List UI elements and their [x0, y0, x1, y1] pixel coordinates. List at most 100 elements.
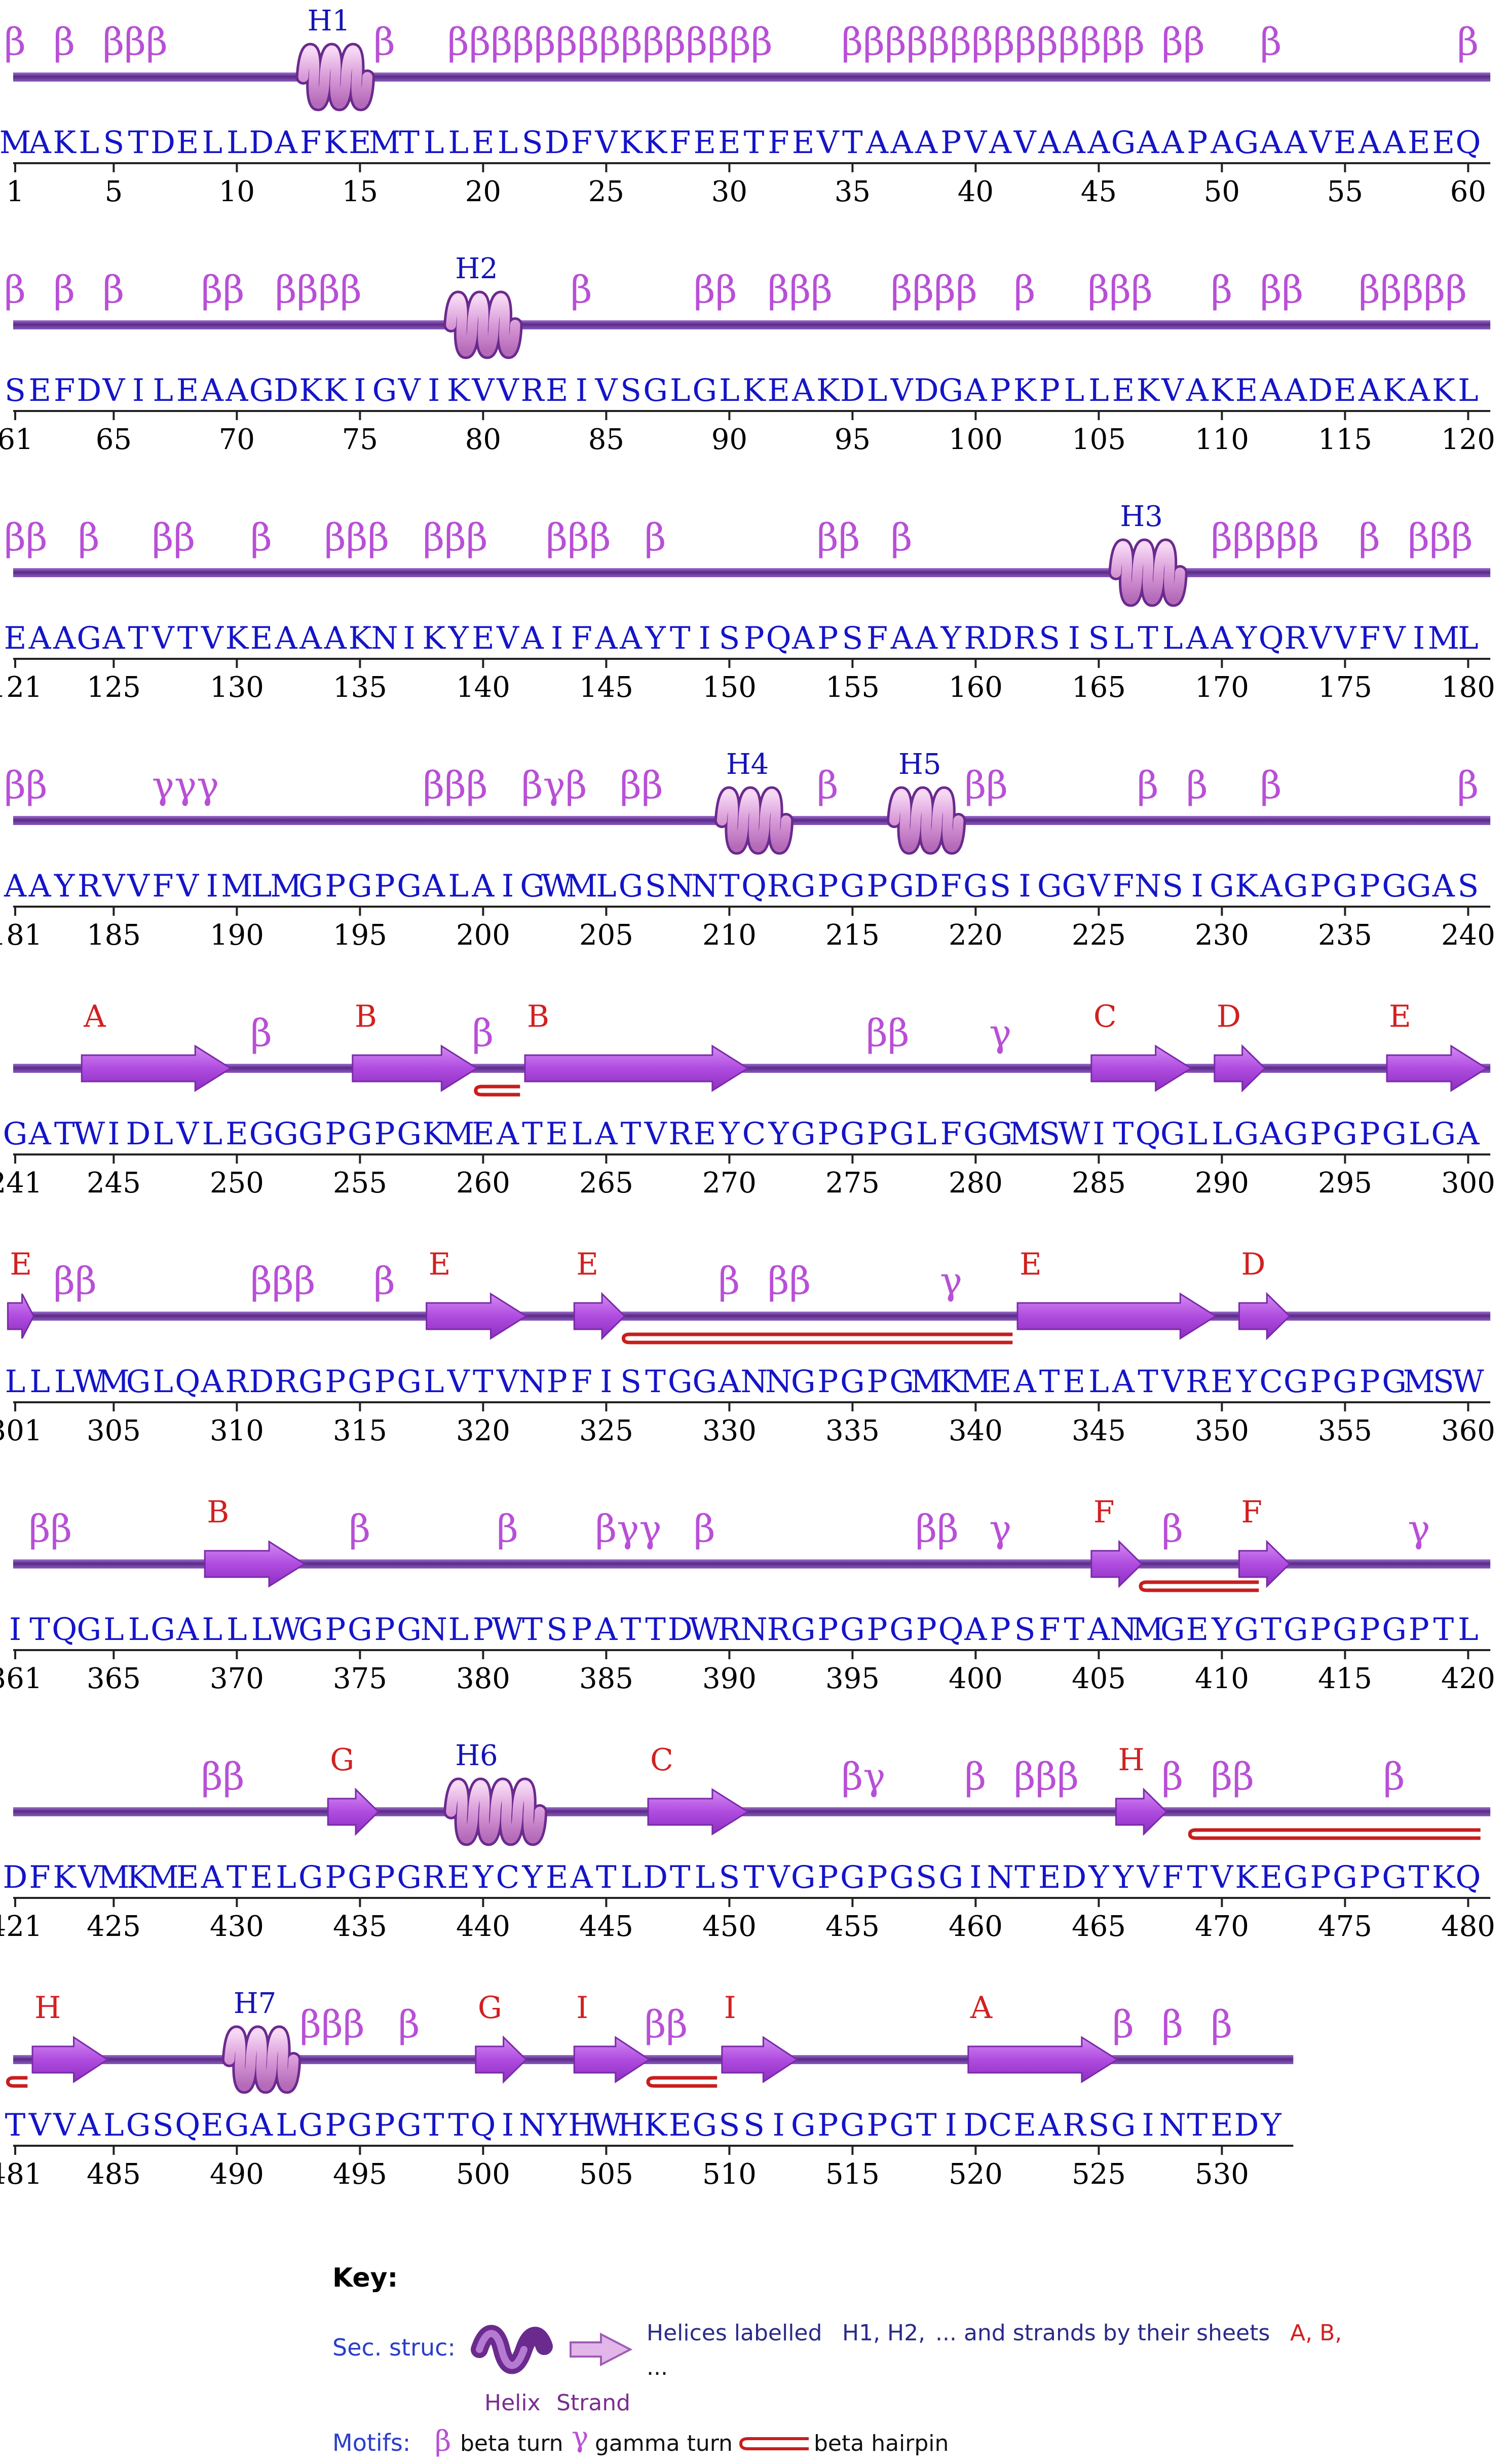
beta-turn-symbols: ββ	[915, 1507, 959, 1551]
sequence-residue: T	[1064, 1612, 1084, 1648]
sequence-residue: S	[719, 1859, 740, 1895]
sequence-residue: P	[916, 1612, 937, 1648]
sequence-residue: A	[1383, 125, 1406, 161]
sequence-residue: S	[1088, 620, 1110, 656]
beta-turn-symbols: ββ	[152, 516, 196, 559]
sequence-residue: N	[1110, 1612, 1137, 1648]
residue-number: 95	[835, 423, 871, 456]
sequence-residue: G	[938, 372, 963, 408]
sequence-residue: A	[1186, 620, 1209, 656]
sequence-residue: P	[1359, 1612, 1380, 1648]
sequence-residue: F	[866, 620, 888, 656]
sequence-residue: V	[1013, 125, 1037, 161]
sequence-residue: P	[1310, 868, 1331, 904]
strand-sheet-label: E	[10, 1247, 32, 1282]
sequence-residue: Q	[1136, 1116, 1161, 1152]
sequence-residue: T	[621, 1612, 642, 1648]
sequence-residue: G	[840, 1612, 865, 1648]
sequence-residue: T	[1187, 1859, 1208, 1895]
sequence-residue: T	[1187, 2107, 1208, 2143]
sequence-residue: P	[1039, 372, 1060, 408]
residue-number: 241	[0, 1167, 42, 1200]
sequence-residue: A	[1087, 125, 1110, 161]
sequence-residue: S	[916, 1859, 937, 1895]
backbone-line	[13, 568, 1491, 577]
sequence-residue: F	[1039, 1612, 1060, 1648]
beta-turn-symbols: ββ	[1260, 268, 1304, 312]
beta-strand	[967, 2036, 1119, 2083]
sequence-residue: P	[1310, 1116, 1331, 1152]
beta-turn-symbols: β	[53, 20, 75, 64]
sequence-residue: M	[1132, 1612, 1163, 1648]
sequence-residue: A	[1186, 372, 1209, 408]
sequence-residue: A	[1112, 1364, 1135, 1400]
sequence-residue: C	[989, 2107, 1012, 2143]
sequence-residue: A	[989, 125, 1012, 161]
sequence-residue: L	[128, 1612, 149, 1648]
sequence-residue: G	[1234, 1116, 1259, 1152]
sequence-residue: Y	[472, 1859, 494, 1895]
sequence-residue: E	[447, 1859, 470, 1895]
sequence-residue: S	[645, 868, 666, 904]
sequence-residue: S	[5, 372, 26, 408]
sequence-residue: G	[1333, 1116, 1357, 1152]
residue-number: 80	[465, 423, 501, 456]
sequence-residue: L	[448, 1612, 469, 1648]
sequence-residue: L	[596, 868, 617, 904]
strand-sheet-label: F	[1093, 1495, 1115, 1530]
sequence-residue: G	[1431, 1116, 1456, 1152]
sequence-residue: G	[791, 1116, 816, 1152]
sequence-residue: L	[5, 1364, 26, 1400]
sequence-residue: E	[792, 125, 815, 161]
residue-number: 220	[949, 919, 1003, 952]
sequence-residue: G	[963, 1116, 988, 1152]
residue-number: 375	[333, 1662, 387, 1695]
sequence-residue: Y	[448, 620, 469, 656]
sequence-residue: A	[964, 1612, 987, 1648]
sequence-residue: M	[369, 125, 400, 161]
sequence-residue: R	[1284, 620, 1308, 656]
sequence-residue: S	[546, 1612, 568, 1648]
beta-strand	[1238, 1292, 1291, 1340]
sequence-residue: F	[1359, 620, 1380, 656]
sequence-residue: T	[227, 1859, 247, 1895]
beta-strand	[1090, 1540, 1143, 1588]
sequence-residue: G	[889, 1364, 914, 1400]
beta-turn-symbols: β	[1186, 764, 1208, 807]
strand-sheet-label: C	[1093, 999, 1117, 1034]
residue-number: 320	[456, 1414, 510, 1447]
sequence-residue: E	[176, 1859, 199, 1895]
sequence-residue: E	[546, 1116, 569, 1152]
residue-number: 181	[0, 919, 42, 952]
beta-turn-symbols: β	[472, 1012, 494, 1055]
sequence-residue: L	[1458, 620, 1479, 656]
beta-turn-symbols: β	[1161, 1507, 1183, 1551]
beta-turn-symbols: βββ	[250, 1259, 315, 1303]
sequence-residue: G	[1284, 1116, 1308, 1152]
sequence-residue: A	[791, 620, 815, 656]
sequence-residue: G	[298, 1364, 323, 1400]
sequence-residue: A	[102, 620, 125, 656]
sequence-residue: A	[299, 620, 322, 656]
sequence-residue: G	[1382, 1116, 1407, 1152]
beta-strand	[524, 1044, 749, 1092]
sequence-residue: P	[374, 868, 395, 904]
beta-turn-symbols: β	[719, 1259, 740, 1303]
backbone-line	[13, 1064, 1491, 1073]
beta-turn-symbols: β	[1112, 2003, 1134, 2046]
helix-label: H4	[726, 748, 769, 781]
sequence-residue: D	[77, 372, 101, 408]
sequence-residue: R	[1063, 2107, 1087, 2143]
residue-number: 125	[87, 671, 141, 704]
key-sec-struc-text: Helices labelled	[647, 2320, 822, 2346]
residue-number: 305	[87, 1414, 141, 1447]
sequence-residue: E	[669, 2107, 692, 2143]
beta-turn-symbols: β	[78, 516, 100, 559]
sequence-residue: A	[1358, 372, 1381, 408]
sequence-residue: G	[348, 1116, 372, 1152]
sequence-residue: K	[1235, 1859, 1259, 1895]
sequence-residue: A	[521, 620, 544, 656]
sequence-residue: G	[1284, 1364, 1308, 1400]
sequence-residue: M	[566, 868, 597, 904]
sequence-residue: G	[938, 1859, 963, 1895]
